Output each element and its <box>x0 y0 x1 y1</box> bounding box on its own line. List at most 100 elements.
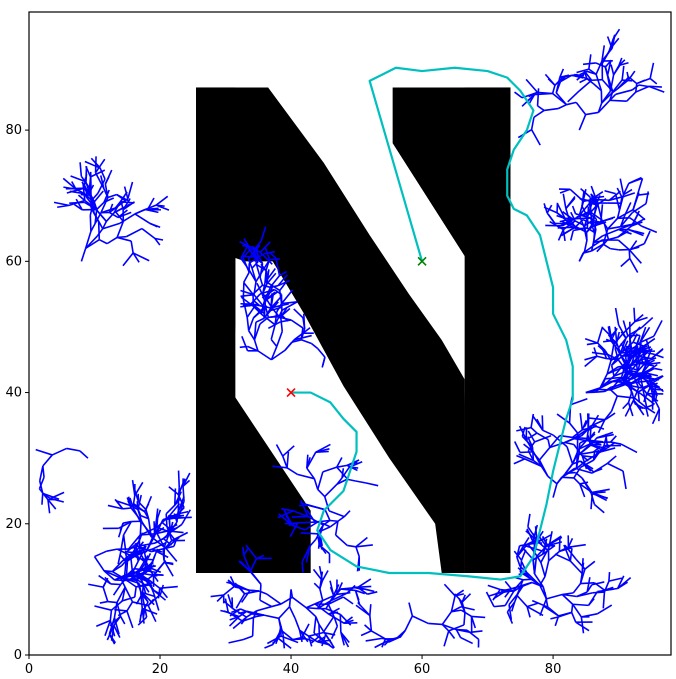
tree-edge <box>307 504 326 511</box>
tree-edge <box>592 205 597 223</box>
tree-edge <box>355 546 360 557</box>
tree-edge <box>589 443 603 451</box>
tree-edge <box>347 544 357 548</box>
tree-edge <box>94 158 106 174</box>
tree-edge <box>240 245 249 259</box>
tree-edge <box>554 616 559 627</box>
tree-edge <box>641 363 651 374</box>
tree-edge <box>337 516 345 522</box>
tree-edge <box>252 294 255 305</box>
tree-edge <box>322 593 338 602</box>
tree-edge <box>571 205 577 215</box>
tree-edge <box>556 203 566 219</box>
tree-edge <box>253 294 264 306</box>
tree-edge <box>125 568 135 577</box>
tree-edge <box>333 617 339 627</box>
tree-edge <box>581 562 585 574</box>
tree-edge <box>270 296 282 309</box>
tree-edge <box>583 240 588 252</box>
tree-edge <box>122 576 137 588</box>
tree-edge <box>570 612 577 623</box>
tree-edge <box>110 583 121 586</box>
tree-edge <box>610 435 617 443</box>
tree-edge <box>281 455 288 469</box>
tree-edge <box>518 453 534 462</box>
tree-edge <box>565 197 576 210</box>
tree-edge <box>654 367 663 371</box>
tree-edge <box>124 552 129 562</box>
tree-edge <box>535 545 548 558</box>
tree-edge <box>596 604 613 615</box>
tree-edge <box>589 427 592 445</box>
tree-edge <box>576 68 590 74</box>
tree-edge <box>593 83 602 92</box>
tree-edge <box>126 601 134 612</box>
tree-edge <box>298 629 309 643</box>
tree-edge <box>585 111 599 116</box>
tree-edge <box>292 524 306 531</box>
tree-edge <box>330 625 339 640</box>
tree-edge <box>343 510 351 518</box>
tree-edge <box>42 454 53 467</box>
tree-edge <box>282 445 295 457</box>
tree-edge <box>316 636 325 643</box>
tree-edge <box>586 70 597 76</box>
tree-edge <box>266 635 282 645</box>
tree-edge <box>614 326 618 344</box>
tree-edge <box>300 339 312 345</box>
tree-edge <box>554 76 564 86</box>
tree-edge <box>47 499 51 514</box>
tree-edge <box>448 630 456 639</box>
tree-edge <box>604 350 612 361</box>
tree-edge <box>83 187 95 202</box>
tree-edge <box>583 198 593 203</box>
tree-edge <box>548 550 560 562</box>
tree-edge <box>139 601 149 617</box>
tree-edge <box>79 162 83 177</box>
tree-edge <box>616 348 626 364</box>
tree-edge <box>557 229 565 241</box>
tree-edge <box>227 580 236 588</box>
tree-edge <box>301 636 314 642</box>
tree-edge <box>147 605 157 623</box>
tree-edge <box>528 576 544 588</box>
tree-edge <box>253 323 261 341</box>
tree-edge <box>651 408 661 425</box>
tree-edge <box>572 603 589 607</box>
tree-edge <box>223 610 240 618</box>
tree-edge <box>492 589 501 601</box>
tree-edge <box>508 604 513 620</box>
tree-edge <box>251 246 259 263</box>
tree-edge <box>329 520 339 528</box>
goal-marker-b <box>417 256 427 266</box>
tree-edge <box>126 610 134 629</box>
tree-edge <box>581 477 593 494</box>
tree-edge <box>98 574 112 585</box>
tree-edge <box>533 109 545 118</box>
tree-edge <box>154 573 164 577</box>
tree-edge <box>266 272 277 285</box>
tree-edge <box>319 571 324 589</box>
tree-edge <box>648 379 654 396</box>
tree-edge <box>116 548 131 557</box>
tree-edge <box>532 553 544 561</box>
tree-edge <box>512 579 524 592</box>
tree-edge <box>263 250 275 255</box>
tree-edge <box>122 201 135 211</box>
tree-edge <box>607 462 624 472</box>
tree-edge <box>612 64 621 76</box>
tree-edge <box>627 365 638 371</box>
y-tick-label: 20 <box>5 517 22 532</box>
tree-edge <box>277 510 294 519</box>
tree-edge <box>284 339 295 351</box>
tree-edge <box>610 365 615 377</box>
tree-edge <box>270 293 273 308</box>
tree-edge <box>579 78 588 84</box>
tree-edge <box>530 117 535 130</box>
tree-edge <box>139 545 146 554</box>
tree-edge <box>293 308 304 319</box>
tree-edge <box>595 60 603 75</box>
tree-edge <box>163 532 171 548</box>
tree-edge <box>602 228 619 237</box>
tree-edge <box>239 345 248 349</box>
